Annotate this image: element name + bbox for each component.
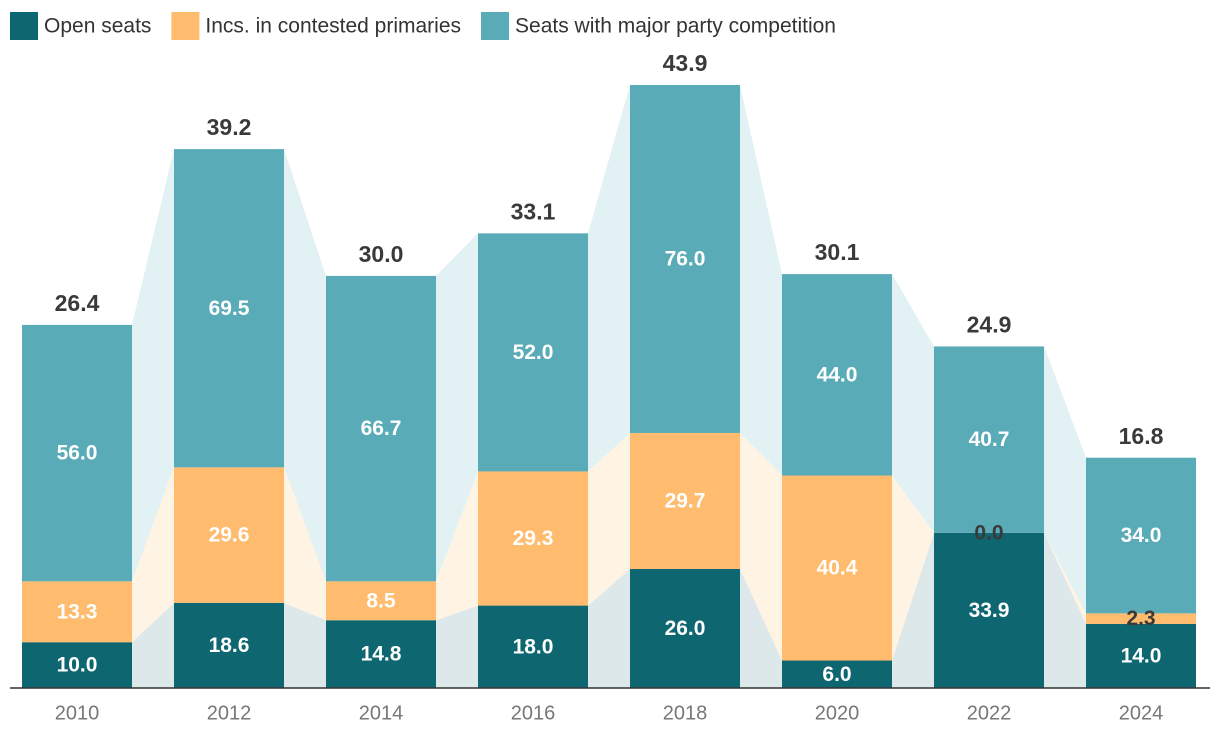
connector-band: [588, 85, 630, 472]
connector-band: [132, 467, 174, 643]
legend-swatch: [481, 12, 510, 40]
bar-segment: [478, 471, 588, 606]
segment-label: 66.7: [361, 417, 402, 440]
connector-band: [436, 471, 478, 621]
bar-segment: [1086, 613, 1196, 624]
connector-band: [436, 233, 478, 582]
bar-segment: [934, 532, 1044, 688]
segment-label: 14.8: [361, 643, 402, 666]
segment-label: 10.0: [57, 654, 98, 677]
bar-segment: [326, 275, 436, 582]
segment-label: 29.3: [513, 527, 554, 550]
total-label: 30.0: [359, 241, 404, 267]
connector-band: [436, 605, 478, 688]
bar-segment: [630, 85, 740, 433]
x-tick-label: 2016: [511, 702, 556, 724]
x-tick-label: 2018: [663, 702, 708, 724]
segment-label: 13.3: [57, 600, 98, 623]
connector-band: [740, 432, 782, 661]
segment-label: 18.0: [513, 635, 554, 658]
bands: [132, 85, 1086, 688]
segment-label: 56.0: [57, 442, 98, 465]
bar-segment: [174, 149, 284, 468]
connector-band: [1044, 532, 1086, 624]
total-label: 39.2: [207, 114, 252, 140]
segment-label: 6.0: [822, 663, 851, 686]
x-tick-label: 2010: [55, 702, 100, 724]
connector-band: [284, 602, 326, 688]
total-label: 24.9: [967, 312, 1012, 338]
bar-segment: [326, 581, 436, 621]
connector-band: [892, 532, 934, 688]
segment-label: 76.0: [665, 248, 706, 271]
bar-segment: [174, 467, 284, 603]
legend-label: Incs. in contested primaries: [205, 15, 461, 38]
segment-label: 34.0: [1121, 524, 1162, 547]
legend-swatch: [10, 12, 38, 40]
bar-segment: [326, 620, 436, 688]
bar-segment: [478, 233, 588, 472]
segment-label: 33.9: [969, 599, 1010, 622]
total-label: 43.9: [663, 50, 708, 76]
connector-band: [1044, 346, 1086, 614]
total-label: 33.1: [511, 198, 556, 224]
segment-label: 69.5: [209, 297, 250, 320]
segment-label: 14.0: [1121, 644, 1162, 667]
bar-segment: [478, 605, 588, 688]
connector-band: [132, 602, 174, 688]
bar-segment: [1086, 623, 1196, 688]
bar-segment: [174, 602, 284, 688]
segment-label: 44.0: [817, 363, 858, 386]
connector-band: [1044, 532, 1086, 688]
x-tick-label: 2024: [1119, 702, 1164, 724]
segment-label: 52.0: [513, 341, 554, 364]
bar-segment: [630, 568, 740, 688]
segment-label: 26.0: [665, 617, 706, 640]
x-tick-label: 2012: [207, 702, 252, 724]
connector-band: [740, 568, 782, 688]
segment-label: 29.7: [665, 490, 706, 513]
total-label: 30.1: [815, 239, 860, 265]
segment-label: 2.3: [1126, 607, 1155, 630]
segment-label: 40.4: [817, 557, 858, 580]
x-tick-label: 2014: [359, 702, 404, 724]
connector-band: [892, 274, 934, 533]
segment-label: 18.6: [209, 634, 250, 657]
total-label: 26.4: [55, 290, 100, 316]
bar-segment: [1086, 457, 1196, 614]
segment-label: 0.0: [974, 521, 1003, 544]
bar-segment: [934, 346, 1044, 533]
bar-segment: [630, 432, 740, 569]
connector-band: [284, 467, 326, 621]
connector-band: [588, 432, 630, 606]
segment-label: 29.6: [209, 524, 250, 547]
connector-band: [132, 149, 174, 582]
marks: 10.0 13.3 56.0 26.4 2010 18.6 29.6 69.5 39.2 2012…: [10, 12, 1210, 724]
connector-band: [892, 475, 934, 661]
connector-band: [588, 568, 630, 688]
total-label: 16.8: [1119, 423, 1164, 449]
bar-segment: [782, 475, 892, 661]
segment-label: 40.7: [969, 428, 1010, 451]
bar-segment: [782, 660, 892, 688]
bar-segment: [22, 324, 132, 582]
x-tick-label: 2022: [967, 702, 1012, 724]
connector-band: [740, 85, 782, 476]
legend-label: Open seats: [44, 15, 151, 38]
segment-label: 8.5: [366, 589, 396, 612]
connector-band: [284, 149, 326, 582]
legend-swatch: [171, 12, 200, 40]
x-tick-label: 2020: [815, 702, 860, 724]
bar-segment: [782, 274, 892, 476]
legend-label: Seats with major party competition: [515, 15, 836, 38]
bar-segment: [22, 581, 132, 643]
bar-segment: [22, 642, 132, 688]
